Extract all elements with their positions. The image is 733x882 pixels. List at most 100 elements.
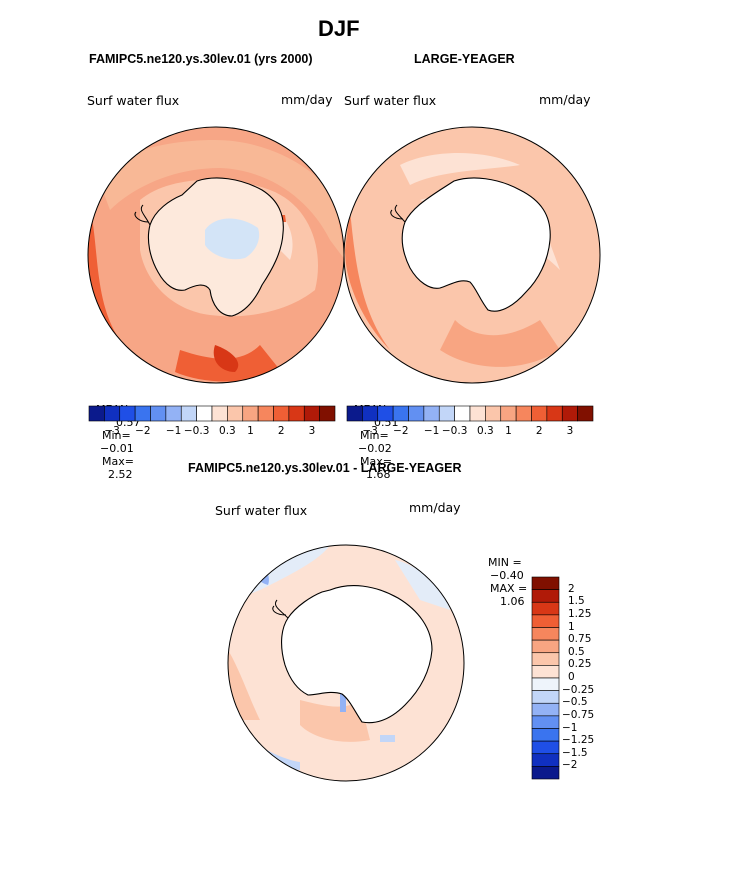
right-colorbar-swatch-1	[362, 405, 379, 422]
right-panel-variable: Surf water flux	[344, 93, 437, 108]
left-antarctica-blue-region	[205, 218, 260, 260]
diff-colorbar-tick-label: −1.25	[562, 734, 595, 747]
right-max-label: Max=	[360, 455, 392, 468]
left-colorbar-swatch-11	[257, 405, 274, 422]
right-colorbar-swatch-13	[546, 405, 563, 422]
diff-max-label: MAX =	[490, 582, 528, 595]
left-colorbar-swatch-13	[288, 405, 305, 422]
diff-colorbar-tick-label: −0.75	[562, 708, 595, 721]
left-colorbar-tick-label: 3	[308, 425, 316, 437]
diff-colorbar-swatch-6	[531, 652, 560, 666]
diff-colorbar	[531, 576, 560, 780]
diff-colorbar-swatch-13	[531, 740, 560, 755]
diff-min-label: MIN =	[488, 556, 522, 569]
left-colorbar-swatch-1	[104, 405, 121, 422]
diff-peninsula	[272, 599, 289, 619]
right-colorbar-swatch-14	[561, 405, 578, 422]
left-panel-units: mm/day	[281, 92, 333, 107]
diff-colorbar-swatch-10	[531, 702, 560, 717]
diff-colorbar-tick-label: −0.5	[562, 696, 588, 709]
left-colorbar-swatch-4	[150, 405, 167, 422]
left-colorbar-swatch-2	[119, 405, 136, 422]
right-panel-case-title: LARGE-YEAGER	[414, 52, 515, 66]
right-colorbar-swatch-4	[408, 405, 425, 422]
right-colorbar-swatch-0	[346, 405, 363, 422]
diff-colorbar-tick-label: 2	[568, 582, 575, 595]
diff-colorbar-tick-label: 1.25	[568, 607, 592, 620]
diff-map-outline	[227, 544, 465, 782]
diff-panel-units: mm/day	[409, 500, 461, 515]
right-min-label: Min=	[360, 429, 389, 442]
right-colorbar-swatch-11	[515, 405, 532, 422]
left-colorbar-swatch-9	[227, 405, 244, 422]
left-colorbar-swatch-8	[211, 405, 228, 422]
diff-colorbar-swatch-2	[531, 601, 560, 616]
left-peninsula	[134, 204, 151, 226]
left-colorbar-swatch-5	[165, 405, 182, 422]
diff-min-value: −0.40	[490, 569, 524, 582]
diff-colorbar-tick-label: −1.5	[562, 746, 588, 759]
left-panel-variable: Surf water flux	[87, 93, 180, 108]
left-colorbar-tick-label: −0.3	[183, 425, 210, 437]
diff-panel-stats: MIN = −0.40 MAX = 1.06	[481, 543, 527, 608]
right-colorbar-swatch-6	[438, 405, 455, 422]
diff-colorbar-swatch-8	[531, 677, 560, 691]
right-colorbar-swatch-7	[454, 405, 471, 422]
figure-title: DJF	[318, 16, 360, 41]
diff-colorbar-swatch-11	[531, 715, 560, 729]
diff-colorbar-swatch-5	[531, 639, 560, 654]
diff-panel-variable: Surf water flux	[215, 503, 308, 518]
diff-colorbar-swatch-15	[531, 766, 560, 780]
diff-colorbar-tick-label: 1	[568, 620, 575, 633]
left-min-value: −0.01	[100, 442, 134, 455]
right-colorbar-tick-label: −1	[423, 425, 440, 437]
diff-colorbar-tick-label: −1	[562, 721, 578, 734]
diff-colorbar-swatch-0	[531, 576, 560, 590]
left-colorbar-tick-label: −1	[165, 425, 182, 437]
left-colorbar-swatch-14	[303, 405, 320, 422]
right-antarctica	[401, 177, 551, 312]
right-peninsula	[390, 204, 406, 223]
left-colorbar-swatch-3	[134, 405, 151, 422]
diff-colorbar-swatch-7	[531, 665, 560, 679]
diff-colorbar-tick-label: −2	[562, 759, 578, 772]
right-colorbar-tick-label: 0.3	[477, 425, 494, 437]
diff-colorbar-tick-label: 0.75	[568, 633, 592, 646]
diff-panel-case-title: FAMIPC5.ne120.ys.30lev.01 - LARGE-YEAGER	[188, 461, 462, 475]
diff-colorbar-swatch-3	[531, 614, 560, 628]
left-colorbar-swatch-10	[242, 405, 259, 422]
left-max-label: Max=	[102, 455, 134, 468]
diff-colorbar-swatch-12	[531, 728, 560, 742]
right-colorbar-swatch-2	[377, 405, 394, 422]
diff-colorbar-tick-label: −0.25	[562, 683, 595, 696]
right-colorbar-tick-label: −3	[362, 425, 378, 437]
left-colorbar-tick-label: 2	[277, 425, 285, 437]
diff-antarctica	[281, 585, 433, 724]
left-colorbar-tick-label: −2	[135, 425, 151, 437]
right-map-outline	[343, 126, 601, 384]
right-colorbar-tick-label: −2	[393, 425, 409, 437]
right-colorbar-swatch-5	[423, 405, 440, 422]
right-colorbar-tick-label: −0.3	[441, 425, 468, 437]
left-min-label: Min=	[102, 429, 131, 442]
right-colorbar-swatch-9	[485, 405, 502, 422]
diff-colorbar-swatch-14	[531, 753, 560, 767]
diff-max-value: 1.06	[500, 595, 525, 608]
left-panel-case-title: FAMIPC5.ne120.ys.30lev.01 (yrs 2000)	[89, 52, 313, 66]
left-max-value: 2.52	[108, 468, 133, 481]
right-panel-units: mm/day	[539, 92, 591, 107]
diff-colorbar-tick-label: 0.25	[568, 658, 592, 671]
right-colorbar	[346, 405, 594, 422]
diff-colorbar-tick-label: 1.5	[568, 595, 585, 608]
left-colorbar-swatch-12	[273, 405, 290, 422]
left-colorbar-tick-label: 0.3	[219, 425, 236, 437]
right-min-value: −0.02	[358, 442, 392, 455]
right-colorbar-swatch-15	[577, 405, 594, 422]
right-max-value: 1.68	[366, 468, 391, 481]
left-colorbar-tick-label: 1	[247, 425, 254, 437]
left-colorbar-tick-label: −3	[104, 425, 120, 437]
right-colorbar-swatch-12	[531, 405, 548, 422]
right-colorbar-tick-label: 1	[505, 425, 512, 437]
diff-colorbar-tick-label: 0	[568, 671, 575, 683]
right-colorbar-tick-label: 2	[535, 425, 543, 437]
